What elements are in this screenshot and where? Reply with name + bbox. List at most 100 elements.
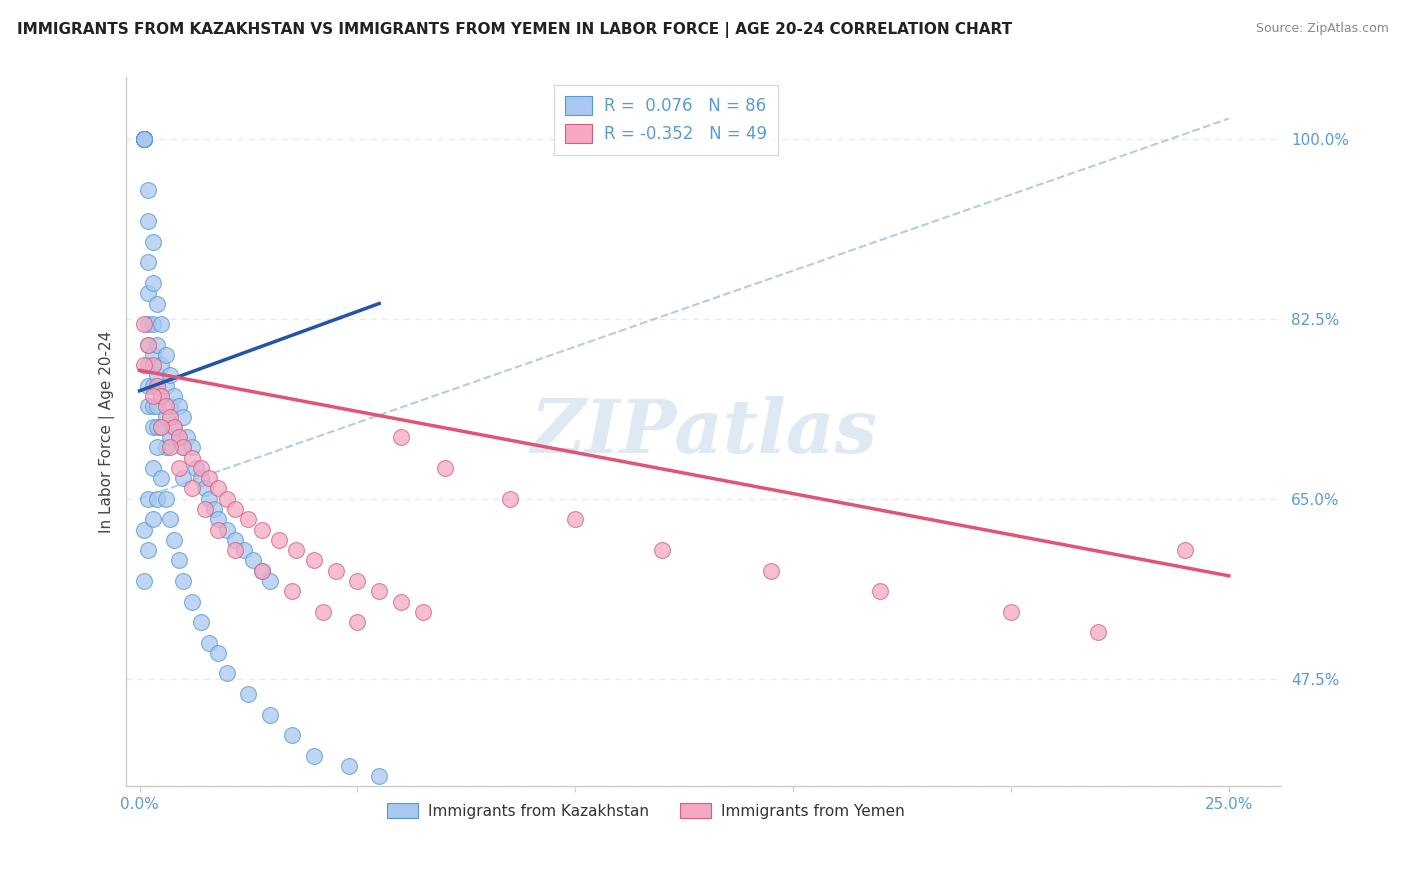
Point [136, 255, 159, 269]
Point [1000, 605, 1022, 619]
Point [132, 358, 155, 372]
Point [180, 441, 202, 455]
Point [215, 491, 238, 506]
Point [146, 368, 169, 383]
Point [142, 461, 165, 475]
Point [155, 348, 177, 362]
Point [163, 389, 186, 403]
Point [167, 430, 190, 444]
Point [150, 358, 173, 372]
Point [564, 512, 586, 526]
Point [136, 214, 159, 228]
Point [250, 564, 273, 578]
Point [180, 482, 202, 496]
Point [132, 132, 155, 146]
Point [155, 378, 177, 392]
Point [761, 564, 783, 578]
Point [1174, 543, 1197, 558]
Point [198, 471, 221, 485]
Point [180, 594, 202, 608]
Point [132, 132, 155, 146]
Point [159, 399, 181, 413]
Point [167, 461, 190, 475]
Point [433, 461, 456, 475]
Point [136, 286, 159, 301]
Point [136, 337, 159, 351]
Point [150, 389, 173, 403]
Point [146, 399, 169, 413]
Point [132, 132, 155, 146]
Point [159, 430, 181, 444]
Point [150, 471, 173, 485]
Point [142, 358, 165, 372]
Point [337, 759, 360, 773]
Point [869, 584, 891, 599]
Point [142, 389, 165, 403]
Point [224, 533, 246, 547]
Point [150, 419, 173, 434]
Point [142, 235, 165, 249]
Point [132, 523, 155, 537]
Point [146, 491, 169, 506]
Point [259, 574, 281, 588]
Point [146, 378, 169, 392]
Point [155, 409, 177, 424]
Point [146, 441, 169, 455]
Point [499, 491, 522, 506]
Point [389, 430, 412, 444]
Point [155, 491, 177, 506]
Point [159, 368, 181, 383]
Point [132, 132, 155, 146]
Legend: Immigrants from Kazakhstan, Immigrants from Yemen: Immigrants from Kazakhstan, Immigrants f… [381, 797, 911, 825]
Point [132, 574, 155, 588]
Point [651, 543, 673, 558]
Point [142, 512, 165, 526]
Point [136, 358, 159, 372]
Point [136, 317, 159, 331]
Point [172, 409, 194, 424]
Point [207, 646, 229, 660]
Point [202, 502, 225, 516]
Point [155, 441, 177, 455]
Point [224, 543, 246, 558]
Point [132, 132, 155, 146]
Point [146, 419, 169, 434]
Point [190, 471, 212, 485]
Point [259, 707, 281, 722]
Point [172, 441, 194, 455]
Point [136, 491, 159, 506]
Point [167, 399, 190, 413]
Point [142, 276, 165, 290]
Point [142, 399, 165, 413]
Text: IMMIGRANTS FROM KAZAKHSTAN VS IMMIGRANTS FROM YEMEN IN LABOR FORCE | AGE 20-24 C: IMMIGRANTS FROM KAZAKHSTAN VS IMMIGRANTS… [17, 22, 1012, 38]
Point [224, 502, 246, 516]
Y-axis label: In Labor Force | Age 20-24: In Labor Force | Age 20-24 [100, 331, 115, 533]
Point [233, 543, 256, 558]
Point [176, 430, 198, 444]
Point [281, 584, 304, 599]
Point [167, 553, 190, 567]
Point [142, 348, 165, 362]
Point [346, 615, 368, 629]
Point [412, 605, 434, 619]
Point [159, 441, 181, 455]
Point [207, 482, 229, 496]
Point [215, 666, 238, 681]
Point [163, 419, 186, 434]
Point [238, 512, 260, 526]
Point [250, 564, 273, 578]
Point [311, 605, 333, 619]
Point [132, 132, 155, 146]
Point [190, 461, 212, 475]
Point [132, 132, 155, 146]
Point [302, 553, 325, 567]
Point [215, 523, 238, 537]
Point [389, 594, 412, 608]
Point [180, 450, 202, 465]
Point [172, 441, 194, 455]
Point [132, 132, 155, 146]
Point [346, 574, 368, 588]
Point [186, 461, 208, 475]
Point [142, 419, 165, 434]
Point [285, 543, 308, 558]
